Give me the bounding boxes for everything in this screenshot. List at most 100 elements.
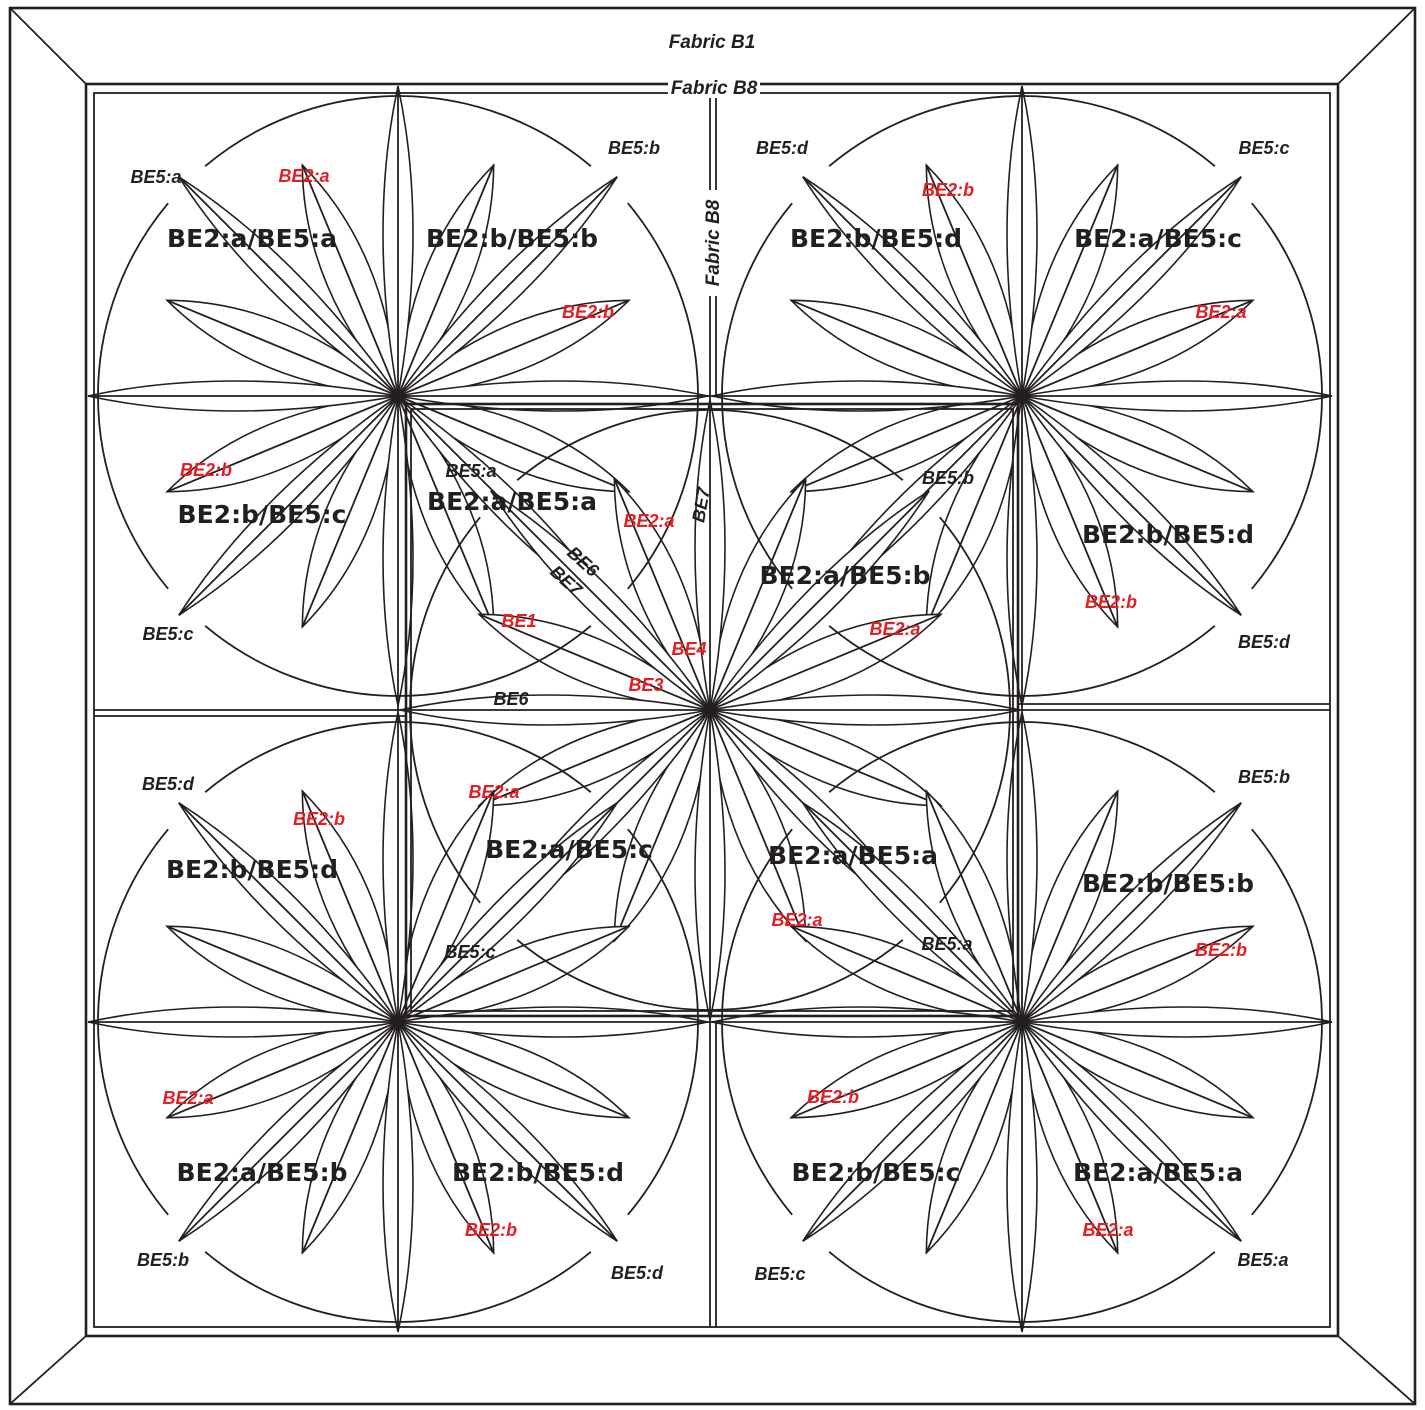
- petal-vein: [397, 299, 630, 397]
- seam-arc: [409, 516, 481, 904]
- fabric-b1-label: Fabric B1: [669, 32, 756, 53]
- petal-vein: [709, 478, 807, 711]
- petal-vein: [178, 802, 399, 1023]
- petal-vein: [301, 164, 399, 397]
- petal-vein: [397, 395, 630, 493]
- center-block-inner: [410, 408, 1014, 1012]
- seam-arc: [828, 625, 1216, 697]
- petal-vein: [709, 613, 942, 711]
- petal-vein: [397, 164, 495, 397]
- seam-arc: [204, 1251, 592, 1323]
- be5-label: BE5:c: [142, 624, 193, 644]
- miter-bl: [9, 1335, 87, 1405]
- petal-vein: [925, 1021, 1023, 1254]
- petal-vein: [1021, 790, 1119, 1023]
- be5-label: BE5:a: [921, 934, 972, 954]
- be2-label: BE2:a: [623, 511, 674, 531]
- seam-arc: [516, 939, 904, 1011]
- seam-arc: [627, 828, 699, 1216]
- block-title: BE2:b/BE5:d: [166, 855, 338, 884]
- petal-vein: [397, 790, 495, 1023]
- be2-label: BE2:b: [1085, 592, 1137, 612]
- petal-vein: [1021, 1021, 1242, 1242]
- be1-label: BE1: [501, 611, 536, 631]
- petal-vein: [613, 709, 711, 942]
- petal-vein: [1021, 1021, 1254, 1119]
- be5-label: BE5:a: [130, 167, 181, 187]
- center-quadrant-title: BE2:a/BE5:c: [485, 835, 653, 864]
- seam-arc: [828, 721, 1216, 793]
- be6-label: BE6: [493, 689, 529, 709]
- petal-vein: [397, 925, 630, 1023]
- be2-label: BE2:b: [293, 809, 345, 829]
- seam-arc: [1251, 202, 1323, 590]
- miter-tr: [1337, 7, 1416, 85]
- petal-vein: [925, 164, 1023, 397]
- block-labels: BE2:a/BE5:a BE5:a BE2:a BE2:b/BE5:b BE5:…: [130, 138, 1291, 1284]
- be2-label: BE2:b: [562, 302, 614, 322]
- petal-vein: [709, 709, 942, 807]
- petal-vein: [1021, 164, 1119, 397]
- petal-vein: [166, 299, 399, 397]
- block-title: BE2:b/BE5:c: [178, 500, 347, 529]
- miter-br: [1337, 1335, 1416, 1405]
- star-petals: [87, 85, 1333, 1333]
- petal-vein: [397, 1021, 618, 1242]
- petal-vein: [1021, 1021, 1119, 1254]
- block-title: BE2:b/BE5:d: [452, 1158, 624, 1187]
- petal-vein: [1021, 395, 1254, 493]
- seam-arc: [204, 625, 592, 697]
- petal-vein: [790, 299, 1023, 397]
- be2-label: BE2:b: [180, 460, 232, 480]
- petal-vein: [1021, 395, 1242, 616]
- seam-arc: [627, 202, 699, 590]
- center-block-frame: [404, 402, 1020, 1018]
- fabric-b8-label: Fabric B8: [671, 78, 758, 99]
- petal-vein: [301, 1021, 399, 1254]
- center-quadrant-title: BE2:a/BE5:a: [427, 487, 597, 516]
- be5-label: BE5:d: [611, 1263, 664, 1283]
- petal-vein: [790, 1021, 1023, 1119]
- be4-label: BE4: [671, 639, 706, 659]
- be2-label: BE2:a: [468, 782, 519, 802]
- block-title: BE2:a/BE5:b: [177, 1158, 348, 1187]
- petal-vein: [166, 395, 399, 493]
- be2-label: BE2:a: [162, 1088, 213, 1108]
- be3-label: BE3: [628, 675, 663, 695]
- petal-vein: [490, 490, 711, 711]
- be2-label: BE2:b: [807, 1087, 859, 1107]
- petal-vein: [478, 613, 711, 711]
- be2-label: BE2:a: [771, 910, 822, 930]
- petal-vein: [790, 395, 1023, 493]
- block-title: BE2:b/BE5:d: [790, 224, 962, 253]
- seam-arc: [721, 828, 793, 1216]
- petal-vein: [397, 802, 618, 1023]
- petal-vein: [925, 790, 1023, 1023]
- petal-vein: [397, 176, 618, 397]
- petal-vein: [178, 1021, 399, 1242]
- seam-arc: [97, 828, 169, 1216]
- block-title: BE2:b/BE5:b: [426, 224, 598, 253]
- petal-vein: [397, 395, 495, 628]
- be5-label: BE5:d: [756, 138, 809, 158]
- be2-label: BE2:a: [1195, 302, 1246, 322]
- petal-vein: [397, 1021, 495, 1254]
- petal-vein: [613, 478, 711, 711]
- fabric-b8-v-bg: [702, 190, 724, 296]
- be5-label: BE5:b: [137, 1250, 189, 1270]
- petal-vein: [178, 176, 399, 397]
- be2-label: BE2:b: [922, 180, 974, 200]
- seam-arc: [204, 721, 592, 793]
- petal-vein: [301, 395, 399, 628]
- center-quadrant-title: BE2:a/BE5:a: [768, 841, 938, 870]
- be5-label: BE5:c: [754, 1264, 805, 1284]
- miter-tl: [9, 7, 87, 85]
- petal-vein: [802, 176, 1023, 397]
- seam-arc: [204, 95, 592, 167]
- petal-vein: [925, 395, 1023, 628]
- block-title: BE2:b/BE5:c: [792, 1158, 961, 1187]
- block-title: BE2:a/BE5:a: [167, 224, 337, 253]
- be2-label: BE2:b: [465, 1220, 517, 1240]
- petal-vein: [709, 490, 930, 711]
